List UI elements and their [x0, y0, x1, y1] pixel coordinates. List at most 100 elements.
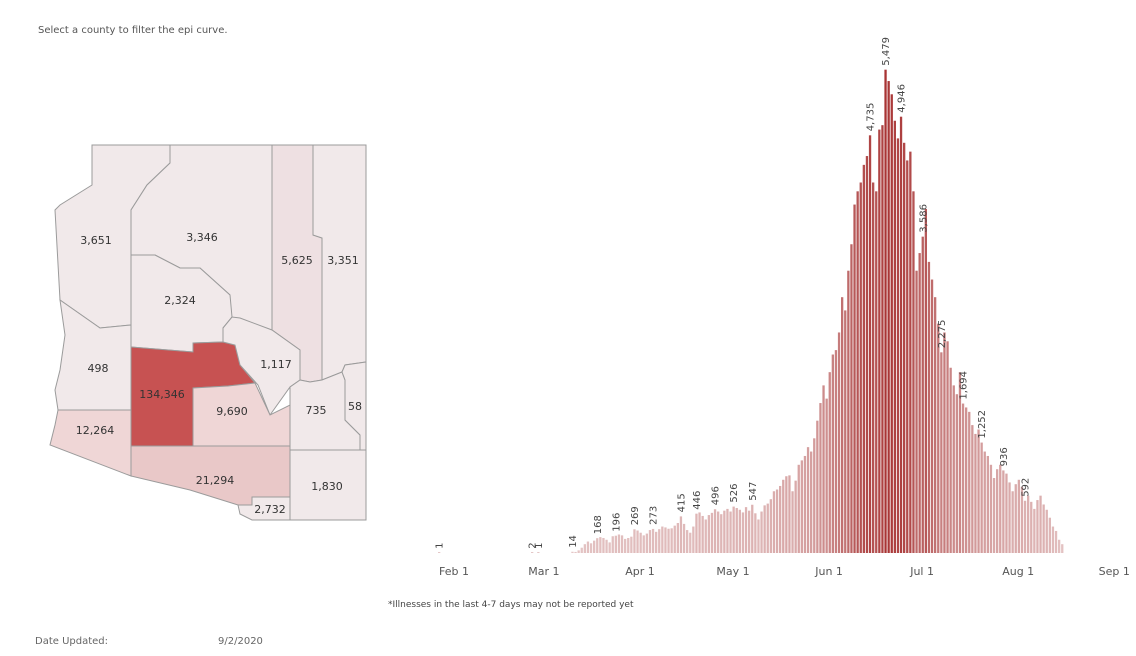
epi-bar[interactable] [800, 460, 803, 554]
epi-bar[interactable] [797, 464, 800, 553]
epi-bar[interactable] [961, 403, 965, 553]
epi-bar[interactable] [1020, 486, 1024, 553]
epi-bar[interactable] [630, 536, 633, 553]
epi-bar[interactable] [583, 544, 586, 553]
epi-bar[interactable] [1058, 539, 1061, 553]
epi-bar[interactable] [658, 529, 661, 553]
epi-bar[interactable] [636, 530, 639, 553]
epi-bar[interactable] [906, 160, 909, 553]
epi-bar[interactable] [903, 142, 906, 554]
epi-bar[interactable] [937, 323, 940, 553]
epi-bar[interactable] [1014, 484, 1017, 553]
epi-bar[interactable] [695, 513, 698, 553]
epi-bar[interactable] [670, 528, 673, 553]
epi-bar[interactable] [785, 476, 788, 553]
epi-bar[interactable] [639, 532, 642, 553]
epi-bar[interactable] [977, 429, 980, 554]
epi-bar[interactable] [537, 552, 540, 553]
epi-bar[interactable] [980, 442, 983, 553]
epi-bar[interactable] [983, 451, 986, 553]
epi-bar[interactable] [1054, 530, 1058, 553]
epi-bar[interactable] [924, 208, 927, 553]
epi-bar[interactable] [927, 261, 931, 553]
epi-bar[interactable] [992, 478, 996, 553]
epi-bar[interactable] [1033, 508, 1036, 553]
epi-bar[interactable] [1048, 517, 1051, 553]
epi-bar[interactable] [682, 523, 686, 553]
epi-bar[interactable] [856, 191, 859, 553]
epi-bar[interactable] [803, 455, 807, 553]
epi-bar[interactable] [850, 244, 853, 553]
epi-bar[interactable] [946, 341, 949, 553]
epi-bar[interactable] [971, 425, 974, 553]
epi-bar[interactable] [608, 542, 611, 553]
epi-bar[interactable] [766, 503, 769, 553]
epi-bar[interactable] [1017, 479, 1020, 553]
epi-bar[interactable] [968, 411, 971, 553]
epi-bar[interactable] [865, 156, 869, 554]
epi-bar[interactable] [828, 372, 831, 553]
epi-bar[interactable] [605, 539, 608, 553]
epi-bar[interactable] [872, 182, 875, 554]
epi-bar[interactable] [921, 236, 924, 553]
epi-bar[interactable] [943, 332, 946, 553]
epi-bar[interactable] [667, 528, 670, 553]
epi-bar[interactable] [651, 528, 655, 553]
epi-bar[interactable] [574, 551, 577, 553]
epi-bar[interactable] [704, 519, 707, 553]
epi-bar[interactable] [751, 504, 754, 553]
epi-bar[interactable] [859, 182, 862, 554]
epi-bar[interactable] [909, 151, 912, 554]
epi-bar[interactable] [754, 513, 757, 553]
epi-bar[interactable] [735, 508, 738, 553]
epi-bar[interactable] [974, 433, 977, 553]
epi-bar[interactable] [1027, 495, 1030, 553]
epi-bar[interactable] [915, 270, 918, 553]
epi-bar[interactable] [698, 512, 701, 553]
epi-bar[interactable] [847, 270, 850, 553]
epi-bar[interactable] [772, 491, 776, 553]
epi-bar[interactable] [531, 552, 534, 553]
epi-bar[interactable] [757, 519, 760, 553]
epi-bar[interactable] [1011, 491, 1014, 553]
epi-bar[interactable] [844, 310, 847, 553]
epi-bar[interactable] [825, 398, 828, 554]
epi-bar[interactable] [1005, 473, 1008, 553]
epi-bar[interactable] [890, 94, 893, 553]
epi-bar[interactable] [673, 525, 676, 553]
epi-bar[interactable] [949, 367, 952, 553]
epi-bar[interactable] [896, 138, 900, 553]
epi-bar[interactable] [1008, 482, 1011, 553]
epi-bar[interactable] [940, 352, 943, 553]
epi-bar[interactable] [642, 535, 645, 553]
epi-bar[interactable] [881, 125, 884, 553]
epi-bar[interactable] [822, 385, 825, 553]
epi-bar[interactable] [996, 469, 999, 553]
epi-bar[interactable] [738, 509, 741, 553]
epi-bar[interactable] [893, 120, 896, 553]
epi-bar[interactable] [710, 512, 714, 553]
epi-bar[interactable] [648, 530, 652, 553]
epi-bar[interactable] [884, 69, 887, 554]
epi-bar[interactable] [741, 512, 745, 553]
epi-bar[interactable] [661, 526, 664, 553]
epi-bar[interactable] [782, 479, 785, 553]
epi-bar[interactable] [602, 538, 605, 553]
epi-bar[interactable] [633, 529, 636, 553]
epi-bar[interactable] [593, 540, 596, 553]
epi-bar[interactable] [577, 550, 580, 553]
epi-bar[interactable] [720, 514, 723, 553]
epi-bar[interactable] [611, 536, 614, 553]
epi-bar[interactable] [1036, 500, 1039, 553]
epi-bar[interactable] [887, 81, 890, 554]
epi-bar[interactable] [878, 129, 881, 553]
epi-bar[interactable] [729, 511, 732, 553]
epi-bar[interactable] [624, 538, 627, 553]
epi-bar[interactable] [999, 464, 1002, 553]
epi-bar[interactable] [899, 116, 903, 553]
epi-bar[interactable] [586, 541, 590, 553]
epi-bar[interactable] [958, 372, 962, 553]
epi-bar[interactable] [655, 531, 658, 553]
epi-bar[interactable] [679, 516, 683, 553]
epi-bar[interactable] [689, 532, 692, 553]
